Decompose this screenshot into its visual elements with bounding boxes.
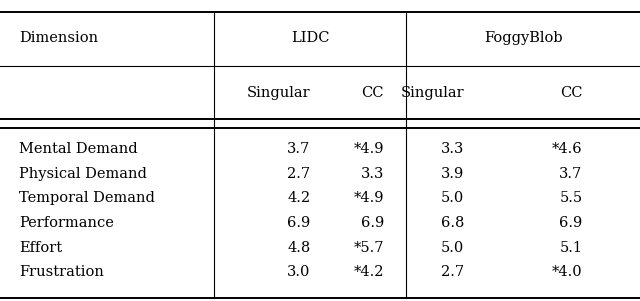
Text: Mental Demand: Mental Demand [19,142,138,156]
Text: CC: CC [362,86,384,100]
Text: 3.3: 3.3 [360,167,384,181]
Text: 5.5: 5.5 [559,191,582,205]
Text: 3.7: 3.7 [287,142,310,156]
Text: 6.9: 6.9 [361,216,384,230]
Text: Effort: Effort [19,241,62,255]
Text: 5.0: 5.0 [441,241,464,255]
Text: Temporal Demand: Temporal Demand [19,191,155,205]
Text: 6.8: 6.8 [440,216,464,230]
Text: Singular: Singular [247,86,310,100]
Text: 3.3: 3.3 [440,142,464,156]
Text: 2.7: 2.7 [287,167,310,181]
Text: Dimension: Dimension [19,31,99,45]
Text: Frustration: Frustration [19,265,104,279]
Text: *5.7: *5.7 [353,241,384,255]
Text: 5.1: 5.1 [559,241,582,255]
Text: 6.9: 6.9 [287,216,310,230]
Text: 4.2: 4.2 [287,191,310,205]
Text: Physical Demand: Physical Demand [19,167,147,181]
Text: FoggyBlob: FoggyBlob [484,31,563,45]
Text: LIDC: LIDC [291,31,330,45]
Text: *4.9: *4.9 [353,191,384,205]
Text: 5.0: 5.0 [441,191,464,205]
Text: 3.9: 3.9 [441,167,464,181]
Text: 3.7: 3.7 [559,167,582,181]
Text: Performance: Performance [19,216,114,230]
Text: 2.7: 2.7 [441,265,464,279]
Text: CC: CC [560,86,582,100]
Text: 3.0: 3.0 [287,265,310,279]
Text: 6.9: 6.9 [559,216,582,230]
Text: *4.2: *4.2 [353,265,384,279]
Text: *4.9: *4.9 [353,142,384,156]
Text: Singular: Singular [401,86,464,100]
Text: *4.6: *4.6 [552,142,582,156]
Text: 4.8: 4.8 [287,241,310,255]
Text: *4.0: *4.0 [552,265,582,279]
